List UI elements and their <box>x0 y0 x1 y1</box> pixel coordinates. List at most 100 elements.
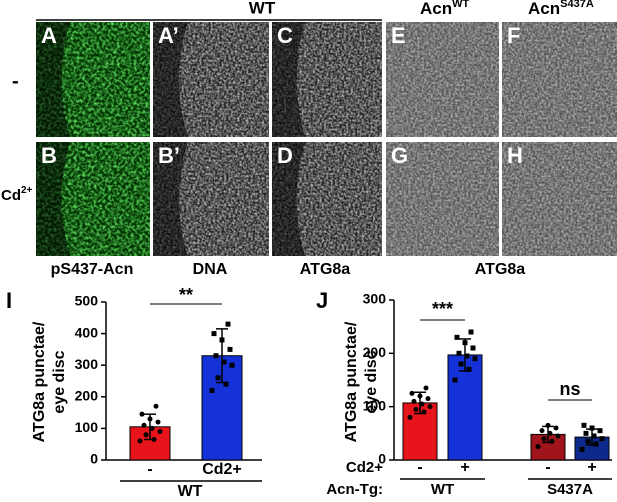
data-point <box>155 419 161 425</box>
data-point <box>454 334 460 340</box>
y-tick-label: 0 <box>90 451 98 467</box>
data-point <box>427 404 433 410</box>
x-tick-label: + <box>460 459 469 476</box>
data-point <box>535 444 541 450</box>
data-point <box>225 321 231 327</box>
stain-label: ATG8a <box>475 261 525 278</box>
data-point <box>593 441 599 447</box>
y-tick-label: 300 <box>75 356 99 372</box>
data-point <box>585 438 591 444</box>
data-point <box>157 429 163 435</box>
panel-label: A’ <box>158 23 179 48</box>
data-point <box>209 387 215 393</box>
panel-label: C <box>277 23 293 48</box>
data-point <box>211 331 217 337</box>
data-point <box>221 359 227 365</box>
data-point <box>227 346 233 352</box>
data-point <box>549 438 555 444</box>
x-tick-label: + <box>587 459 596 476</box>
data-point <box>153 403 159 409</box>
significance: ns <box>559 379 580 399</box>
data-point <box>421 409 427 415</box>
y-tick-label: 100 <box>363 397 387 413</box>
significance: *** <box>432 299 453 319</box>
data-point <box>147 416 153 422</box>
panel-label: J <box>316 288 328 313</box>
data-point <box>413 406 419 412</box>
data-point <box>411 398 417 404</box>
data-point <box>423 385 429 391</box>
column-label: AcnWT <box>420 0 470 18</box>
data-point <box>553 425 559 431</box>
panel-label: H <box>507 143 523 168</box>
y-tick-label: 0 <box>378 451 386 467</box>
data-point <box>462 340 468 346</box>
data-point <box>149 425 155 431</box>
y-tick-label: 100 <box>75 419 99 435</box>
data-point <box>589 425 595 431</box>
micrograph-texture <box>386 22 499 137</box>
y-tick-label: 500 <box>75 293 99 309</box>
x-tick-label: Cd2+ <box>202 461 242 478</box>
micrograph-texture <box>502 142 617 256</box>
panel-label: F <box>507 23 520 48</box>
y-axis-label: ATG8a punctae/ <box>343 321 360 442</box>
tissue-shadow <box>35 22 71 137</box>
data-point <box>464 353 470 359</box>
data-point <box>223 381 229 387</box>
data-point <box>425 396 431 402</box>
x-tick-label: - <box>417 459 422 476</box>
data-point <box>213 353 219 359</box>
data-point <box>417 393 423 399</box>
column-label: AcnS437A <box>528 0 594 18</box>
row-label: Cd2+ <box>1 185 33 204</box>
panel-label: I <box>6 288 12 313</box>
data-point <box>539 428 545 434</box>
data-point <box>597 428 603 434</box>
tissue-shadow <box>35 142 71 256</box>
tissue-shadow <box>153 142 188 256</box>
bar <box>447 354 483 461</box>
data-point <box>458 361 464 367</box>
data-point <box>215 375 221 381</box>
data-point <box>229 362 235 368</box>
stain-label: pS437-Acn <box>51 261 134 278</box>
data-point <box>547 430 553 436</box>
data-point <box>452 377 458 383</box>
y-axis-label: ATG8a punctae/ <box>31 321 48 442</box>
data-point <box>409 390 415 396</box>
y-tick-label: 200 <box>75 388 99 404</box>
group-label: WT <box>178 483 203 500</box>
data-point <box>470 345 476 351</box>
panel-label: G <box>391 143 408 168</box>
data-point <box>143 432 149 438</box>
stain-label: ATG8a <box>300 261 350 278</box>
group-label: S437A <box>547 481 593 498</box>
data-point <box>456 350 462 356</box>
y-tick-label: 400 <box>75 324 99 340</box>
data-point <box>468 329 474 335</box>
data-point <box>599 436 605 442</box>
data-point <box>591 433 597 439</box>
data-point <box>583 430 589 436</box>
panel-label: E <box>391 23 406 48</box>
micrograph-texture <box>386 142 499 256</box>
y-axis-label: eye disc <box>363 350 380 413</box>
micrograph-texture <box>502 22 617 137</box>
data-point <box>555 433 561 439</box>
row-label: Acn-Tg: <box>326 481 383 498</box>
data-point <box>137 438 143 444</box>
panel-label: B’ <box>158 143 180 168</box>
x-tick-label: - <box>147 461 152 478</box>
data-point <box>581 422 587 428</box>
data-point <box>141 422 147 428</box>
tissue-shadow <box>272 142 305 256</box>
tissue-shadow <box>272 22 305 137</box>
tissue-shadow <box>153 22 188 137</box>
header: WT <box>249 0 276 17</box>
panel-label: A <box>41 23 57 48</box>
data-point <box>407 414 413 420</box>
data-point <box>579 446 585 452</box>
data-point <box>541 436 547 442</box>
